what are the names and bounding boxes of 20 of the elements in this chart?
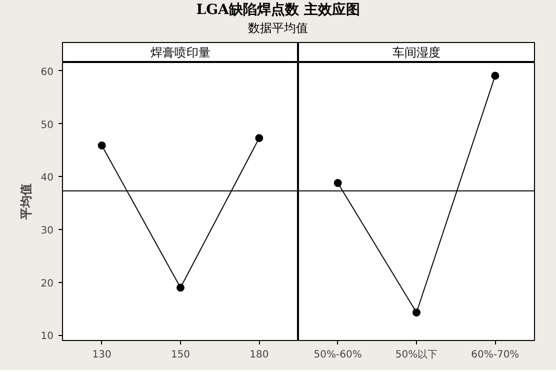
y-tick-label: 60 (40, 66, 54, 78)
y-tick-label: 20 (40, 278, 54, 290)
x-tick-label: 130 (92, 350, 112, 360)
y-axis-title: 平均值 (18, 184, 33, 220)
x-tick-label: 150 (170, 350, 190, 360)
text: 焊膏喷印量 (150, 46, 210, 60)
y-tick-label: 30 (40, 226, 54, 237)
y-tick-label: 10 (40, 331, 54, 342)
point (176, 284, 184, 292)
point (255, 134, 264, 142)
chart-subtitle: 数据平均值 (247, 20, 309, 37)
y-tick-label: 40 (40, 172, 54, 184)
x-tick-label: 50%-60% (314, 350, 362, 360)
x-tick-label: 180 (250, 350, 269, 360)
y-tick-label: 50 (40, 120, 54, 131)
chart-title: LGA缺陷焊点数 主效应图 (195, 0, 361, 20)
x-tick-label: 50%以下 (395, 348, 438, 360)
text: 车间湿度 (392, 46, 440, 60)
x-tick-label: 60%-70% (471, 350, 520, 360)
point (98, 141, 106, 150)
